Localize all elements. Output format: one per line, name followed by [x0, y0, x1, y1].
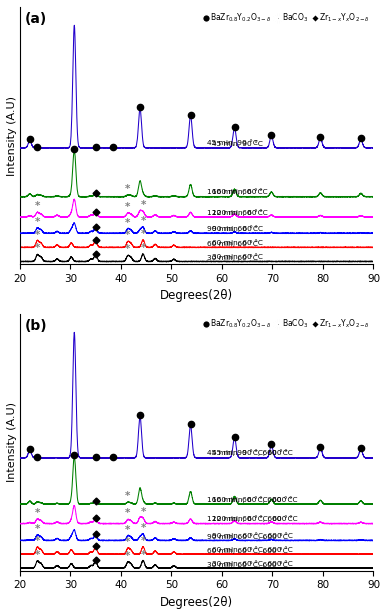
X-axis label: Degrees(2θ): Degrees(2θ)	[160, 290, 233, 302]
Text: *: *	[140, 535, 146, 546]
Text: 160 min, 60 °C, 600 °C: 160 min, 60 °C, 600 °C	[212, 496, 297, 503]
Text: 60 min, 60 °C, 600 °C: 60 min, 60 °C, 600 °C	[207, 547, 288, 554]
Text: 160 min, 60 °C: 160 min, 60 °C	[207, 188, 262, 195]
Text: 90 min, 60 °C: 90 min, 60 °C	[207, 225, 258, 232]
Text: *: *	[35, 550, 40, 560]
Text: *: *	[140, 523, 146, 533]
Text: *: *	[140, 549, 146, 559]
Text: *: *	[125, 230, 130, 240]
Text: *: *	[140, 216, 146, 226]
Text: 45 min, 90 °C, 600 °C: 45 min, 90 °C, 600 °C	[207, 449, 288, 456]
Text: 120 min, 60 °C, 600 °C: 120 min, 60 °C, 600 °C	[207, 516, 292, 522]
Text: (b): (b)	[25, 318, 48, 333]
Y-axis label: Intensity (A.U): Intensity (A.U)	[7, 95, 17, 176]
Text: (a): (a)	[25, 12, 47, 26]
Text: *: *	[125, 492, 130, 501]
Text: 45 min, 90 °C: 45 min, 90 °C	[207, 139, 258, 145]
Text: *: *	[35, 201, 40, 211]
Y-axis label: Intensity (A.U): Intensity (A.U)	[7, 402, 17, 482]
Text: *: *	[125, 184, 130, 193]
Text: *: *	[125, 202, 130, 212]
Text: 60 min, 60 °C: 60 min, 60 °C	[207, 240, 258, 247]
Text: *: *	[125, 537, 130, 547]
Text: 30 min, 60 °C, 600 °C: 30 min, 60 °C, 600 °C	[207, 561, 288, 567]
Text: 60 min, 60 °C, 600 °C: 60 min, 60 °C, 600 °C	[212, 546, 293, 553]
Text: *: *	[35, 524, 40, 533]
Text: *: *	[125, 551, 130, 561]
Text: 160 min, 60 °C: 160 min, 60 °C	[212, 188, 267, 195]
Text: *: *	[125, 245, 130, 254]
Text: *: *	[125, 508, 130, 519]
Text: 90 min, 60 °C, 600 °C: 90 min, 60 °C, 600 °C	[212, 532, 293, 539]
Text: 60 min, 60 °C: 60 min, 60 °C	[212, 240, 263, 246]
Text: 30 min, 60 °C: 30 min, 60 °C	[212, 254, 263, 260]
Text: 30 min, 60 °C: 30 min, 60 °C	[207, 254, 258, 261]
Text: *: *	[35, 508, 40, 518]
Text: *: *	[35, 243, 40, 254]
Legend: BaZr$_{0.8}$Y$_{0.2}$O$_{3-\delta}$, BaCO$_3$, Zr$_{1-x}$Y$_x$O$_{2-\delta}$: BaZr$_{0.8}$Y$_{0.2}$O$_{3-\delta}$, BaC…	[200, 315, 373, 333]
Text: 160 min, 60 °C, 600 °C: 160 min, 60 °C, 600 °C	[207, 496, 292, 503]
Text: *: *	[140, 243, 146, 253]
Text: *: *	[35, 230, 40, 240]
Text: 45 min, 90 °C, 600 °C: 45 min, 90 °C, 600 °C	[212, 450, 293, 456]
Text: *: *	[140, 507, 146, 517]
Text: *: *	[125, 217, 130, 227]
Text: 45 min, 90 °C: 45 min, 90 °C	[212, 140, 263, 147]
Text: 90 min, 60 °C: 90 min, 60 °C	[212, 225, 263, 232]
Text: 120 min, 60 °C, 600 °C: 120 min, 60 °C, 600 °C	[212, 516, 297, 522]
Text: *: *	[140, 200, 146, 210]
Text: *: *	[35, 217, 40, 227]
X-axis label: Degrees(2θ): Degrees(2θ)	[160, 596, 233, 609]
Text: *: *	[140, 229, 146, 239]
Text: *: *	[35, 536, 40, 546]
Text: 120 min, 60 °C: 120 min, 60 °C	[212, 209, 267, 216]
Legend: BaZr$_{0.8}$Y$_{0.2}$O$_{3-\delta}$, BaCO$_3$, Zr$_{1-x}$Y$_x$O$_{2-\delta}$: BaZr$_{0.8}$Y$_{0.2}$O$_{3-\delta}$, BaC…	[200, 8, 373, 27]
Text: 120 min, 60 °C: 120 min, 60 °C	[207, 209, 262, 216]
Text: 30 min, 60 °C, 600 °C: 30 min, 60 °C, 600 °C	[212, 560, 293, 567]
Text: *: *	[125, 524, 130, 535]
Text: 90 min, 60 °C, 600 °C: 90 min, 60 °C, 600 °C	[207, 533, 288, 540]
